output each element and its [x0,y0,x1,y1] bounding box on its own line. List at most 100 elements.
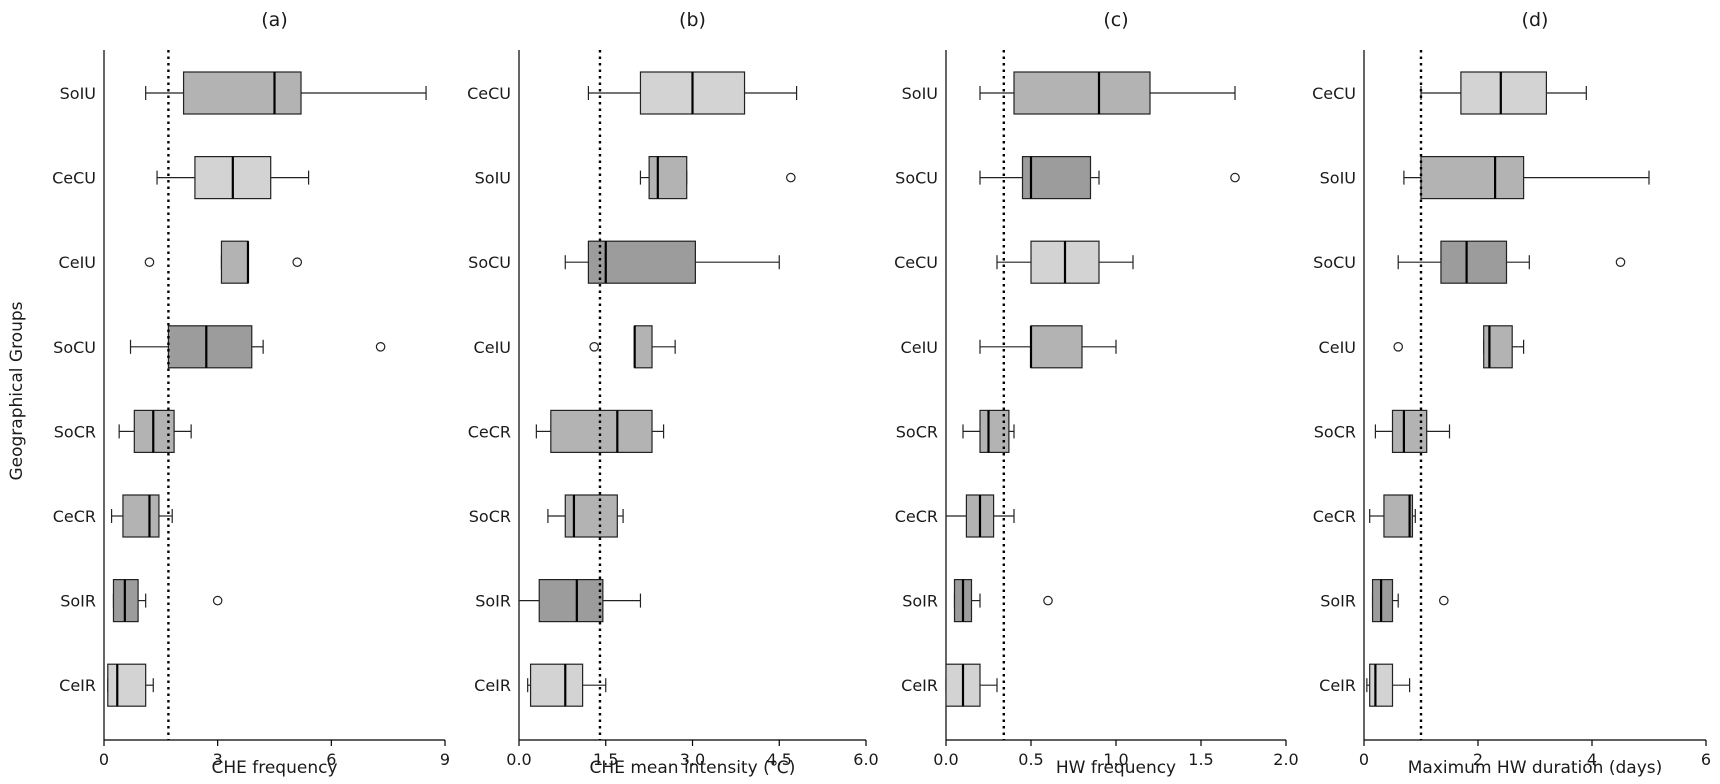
box-socr: SoCR [469,494,624,538]
box-body [1420,156,1525,200]
category-label: CeIU [1319,338,1356,357]
panel-title: (d) [1522,9,1549,31]
box-socr: SoCR [54,409,192,453]
outlier-point [1439,595,1449,606]
category-label: SoCU [895,169,938,188]
x-tick-label: 1.0 [1103,750,1128,769]
outlier-point [212,595,223,606]
box-socu: SoCU [895,156,1240,200]
box-socr: SoCR [896,409,1015,453]
box-soir: SoIR [902,578,1053,623]
x-tick-label: 0.5 [1018,750,1043,769]
outlier-point [292,257,303,267]
box-cecu: CeCU [894,240,1134,284]
x-tick-label: 2 [1473,750,1483,769]
x-axis-label: Maximum HW duration (days) [1408,758,1663,778]
x-tick-label: 0.0 [933,750,958,769]
category-label: CeCU [894,253,938,272]
y-axis-label: Geographical Groups [7,301,27,480]
outlier-point [1393,341,1403,352]
category-label: SoCU [53,338,96,357]
box-socr: SoCR [1314,409,1451,453]
box-cecr: CeCR [468,409,665,453]
category-label: CeCU [52,169,96,188]
box-soiu: SoIU [60,71,427,115]
x-tick-label: 0 [99,750,109,769]
x-tick-label: 6 [326,750,336,769]
box-ceir: CeIR [474,663,607,707]
x-axis-label: CHE mean intensity (℃) [590,758,796,778]
box-cecu: CeCU [1312,71,1587,115]
box-ceiu: CeIU [901,325,1117,369]
box-soir: SoIR [60,578,223,623]
category-label: SoIR [475,592,511,611]
box-body [1483,325,1513,369]
category-label: SoIU [60,84,96,103]
box-socu: SoCU [53,325,386,369]
outlier-point [375,341,386,352]
outlier-point [1230,172,1240,183]
box-body [107,663,147,707]
panel-c: (c) 0.0 0.5 1.0 1.5 2.0 HW frequency SoIU SoCU Ce… [894,9,1299,778]
box-soiu: SoIU [902,71,1236,115]
category-label: SoIR [902,592,938,611]
category-label: CeCU [467,84,511,103]
outlier-point [1043,595,1053,606]
category-label: SoCU [468,253,511,272]
category-label: SoCR [469,507,511,526]
category-label: CeCU [1312,84,1356,103]
x-tick-label: 9 [440,750,450,769]
box-body [1383,494,1414,538]
box-body [1371,578,1394,623]
box-cecu: CeCU [467,71,798,115]
x-tick-label: 4.5 [767,750,792,769]
category-label: SoIU [475,169,511,188]
box-body [634,325,653,369]
panel-d: (d) 0 2 4 6 Maximum HW duration (days) CeCU SoI… [1312,9,1711,778]
box-body [220,240,249,284]
box-cecu: CeCU [52,156,310,200]
category-label: CeIR [901,676,938,695]
box-socu: SoCU [1313,240,1626,284]
panel-title: (c) [1103,9,1128,31]
box-ceiu: CeIU [474,325,676,369]
category-label: CeIR [474,676,511,695]
box-body [1021,156,1092,200]
box-soiu: SoIU [475,156,796,200]
category-label: SoIR [1320,592,1356,611]
box-ceiu: CeIU [59,240,303,284]
category-label: CeCR [53,507,96,526]
box-cecr: CeCR [895,494,1015,538]
outlier-point [589,341,599,352]
box-ceir: CeIR [59,663,154,707]
box-body [1391,409,1428,453]
x-tick-label: 3 [213,750,223,769]
outlier-point [144,257,155,267]
box-body [587,240,696,284]
category-label: CeIU [474,338,511,357]
x-tick-label: 1.5 [593,750,618,769]
category-label: CeIU [901,338,938,357]
category-label: CeCR [895,507,938,526]
box-body [979,409,1010,453]
x-tick-label: 0 [1359,750,1369,769]
x-tick-label: 2.0 [1273,750,1298,769]
x-tick-label: 4 [1587,750,1597,769]
box-body [550,409,653,453]
panel-b: (b) 0.0 1.5 3.0 4.5 6.0 CHE mean intensity (℃)… [467,9,879,778]
box-body [1460,71,1548,115]
category-label: CeIR [1319,676,1356,695]
box-body [182,71,302,115]
category-label: SoIR [60,592,96,611]
box-cecr: CeCR [1313,494,1416,538]
category-label: SoIU [902,84,938,103]
category-label: SoCR [896,422,938,441]
category-label: SoCR [1314,422,1356,441]
category-label: CeIU [59,253,96,272]
panel-a: (a) 0 3 6 9 CHE frequency SoIU CeCU CeIU SoCU SoCR… [52,9,450,778]
x-tick-label: 6 [1701,750,1711,769]
box-soir: SoIR [1320,578,1449,623]
box-body [529,663,584,707]
box-body [1013,71,1151,115]
